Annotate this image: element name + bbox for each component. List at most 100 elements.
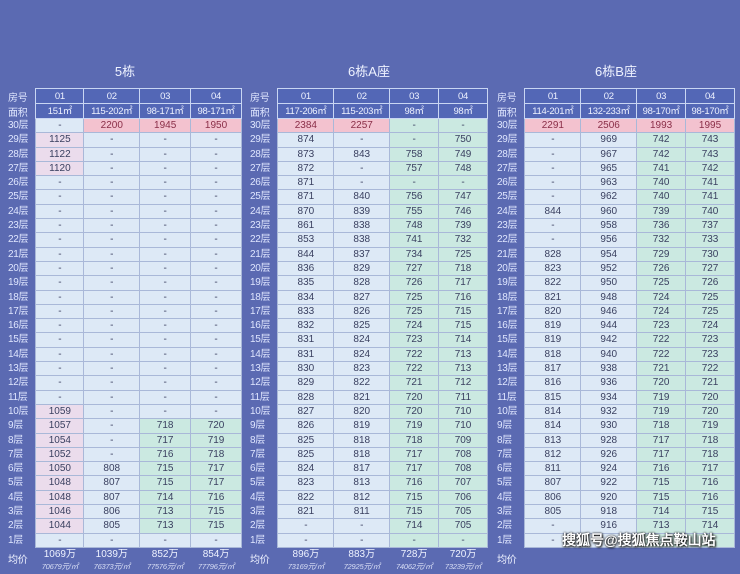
price-cell: 725 [685, 289, 735, 305]
floor-label: 8层 [250, 434, 265, 446]
floor-row: 10层 827 820 720 710 [250, 403, 488, 420]
floor-label: 2层 [8, 520, 23, 532]
floor-row: 25层 -962 740 741 [497, 189, 735, 205]
price-cell: - [524, 160, 582, 177]
price-cell: - [333, 132, 391, 148]
price-cell: 713 [636, 518, 687, 534]
price-cell: 835 [277, 275, 335, 291]
price-cell: 2291 [524, 117, 582, 134]
price-cell: - [190, 175, 242, 191]
price-cell: 844 [524, 203, 582, 220]
floor-row: 16层 - - - - [8, 318, 242, 334]
floor-label: 29层 [8, 134, 29, 146]
price-cell: 946 [580, 303, 638, 320]
price-cell: 812 [333, 489, 391, 506]
price-cell: 724 [389, 318, 440, 334]
price-cell: - [35, 346, 85, 363]
floor-label: 18层 [8, 291, 29, 303]
floor-row: 24层 844 960 739 740 [497, 203, 735, 220]
area-value: 98-171㎡ [139, 103, 192, 119]
price-cell: 1052 [35, 446, 85, 463]
price-cell: 1945 [139, 117, 192, 134]
price-cell: 920 [580, 489, 638, 506]
price-cell: - [83, 260, 141, 277]
price-cell: - [35, 318, 85, 334]
floor-row: 6层 824 817 717 708 [250, 461, 488, 477]
price-cell: 739 [636, 203, 687, 220]
price-cell: 1950 [190, 117, 242, 134]
price-cell: 808 [83, 461, 141, 477]
floor-row: 24层 - - - - [8, 203, 242, 220]
price-cell: - [389, 132, 440, 148]
floor-row: 5层 1048 807 715 717 [8, 475, 242, 491]
floor-row: 2层 -916 713 714 [497, 518, 735, 534]
area-value: 114-201㎡ [524, 103, 582, 119]
room-number: 03 [636, 88, 687, 104]
price-cell: 824 [333, 346, 391, 363]
price-cell: 705 [438, 518, 488, 534]
price-cell: 826 [277, 418, 335, 434]
price-cell: 715 [389, 489, 440, 506]
price-cell: 712 [438, 375, 488, 391]
floor-row: 25层 - - - - [8, 189, 242, 205]
price-cell: 1120 [35, 160, 85, 177]
price-cell: - [190, 332, 242, 348]
area-value: 115-202㎡ [83, 103, 141, 119]
room-number: 03 [139, 88, 192, 104]
floor-row: 4层 806 920 715 716 [497, 489, 735, 506]
floor-row: 21层 844 837 734 725 [250, 246, 488, 262]
price-cell: 960 [580, 203, 638, 220]
price-cell: - [389, 175, 440, 191]
floor-row: 15层 831 824 723 714 [250, 332, 488, 348]
price-cell: - [333, 532, 391, 548]
floor-label: 28层 [250, 148, 271, 160]
price-cell: 820 [333, 403, 391, 420]
floor-label: 21层 [497, 248, 518, 260]
floor-label: 8层 [8, 434, 23, 446]
price-cell: - [83, 432, 141, 448]
area-row: 面积 151㎡ 115-202㎡ 98-171㎡ 98-171㎡ [8, 103, 242, 119]
price-cell: - [190, 232, 242, 248]
price-cell: 1048 [35, 489, 85, 506]
floor-row: 25层 871 840 756 747 [250, 189, 488, 205]
price-cell: - [35, 375, 85, 391]
price-cell: 967 [580, 146, 638, 162]
price-cell: 715 [139, 461, 192, 477]
price-cell: 934 [580, 389, 638, 405]
price-cell: - [277, 518, 335, 534]
floor-label: 30层 [250, 120, 271, 131]
price-cell: 713 [438, 346, 488, 363]
floor-row: 30层 -2200 1945 1950 [8, 117, 242, 134]
price-cell: 948 [580, 289, 638, 305]
price-cell: 736 [636, 218, 687, 234]
price-cell: 930 [580, 418, 638, 434]
price-cell: 741 [685, 175, 735, 191]
floor-label: 18层 [250, 291, 271, 303]
price-cell: 962 [580, 189, 638, 205]
price-cell: - [83, 203, 141, 220]
price-cell: 718 [685, 432, 735, 448]
price-cell: - [35, 175, 85, 191]
price-cell: 861 [277, 218, 335, 234]
price-cell: - [83, 332, 141, 348]
average-total: 1069万 [43, 548, 76, 560]
floor-row: 21层 828 954 729 730 [497, 246, 735, 262]
floor-row: 9层 814 930 718 719 [497, 418, 735, 434]
price-cell: - [83, 160, 141, 177]
floor-label: 14层 [8, 348, 29, 360]
floor-label: 13层 [250, 363, 271, 375]
price-cell: 1059 [35, 403, 85, 420]
room-number: 03 [389, 88, 440, 104]
floor-label: 17层 [250, 305, 271, 317]
floor-row: 8层 1054-717 719 [8, 432, 242, 448]
price-cell: 719 [636, 389, 687, 405]
price-cell: - [139, 203, 192, 220]
building-title: 6栋B座 [595, 64, 637, 79]
price-cell: 924 [580, 461, 638, 477]
floor-label: 4层 [250, 491, 265, 503]
price-cell: 733 [685, 232, 735, 248]
price-cell: - [35, 289, 85, 305]
floor-label: 5层 [250, 477, 265, 489]
price-cell: - [35, 389, 85, 405]
floor-row: 14层 818 940 722 723 [497, 346, 735, 363]
